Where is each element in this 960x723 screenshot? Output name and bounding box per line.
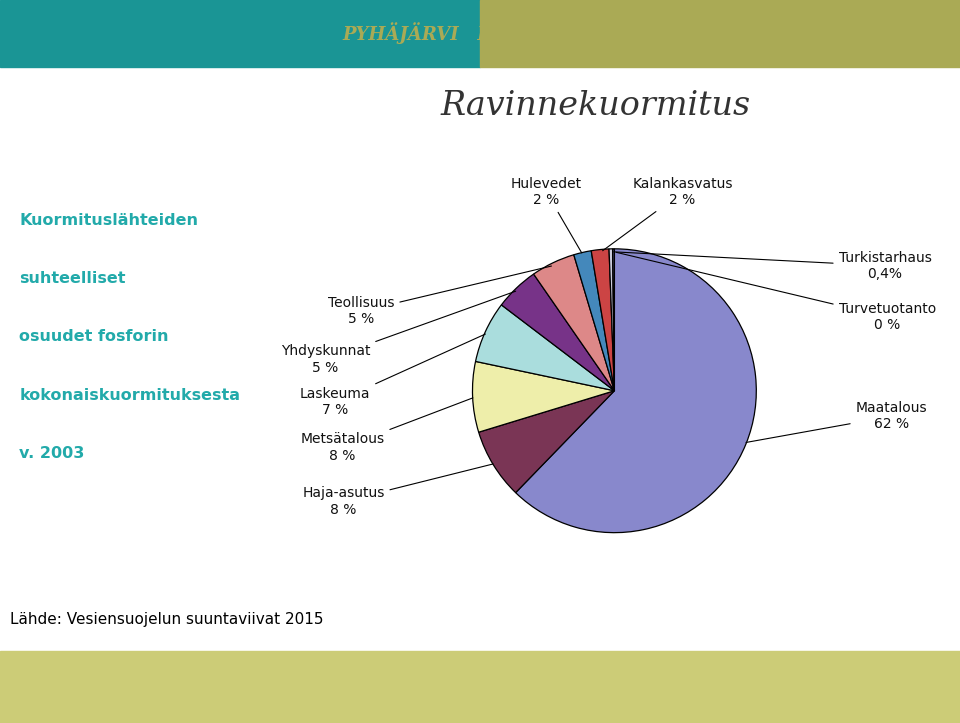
Bar	[0, 0, 480, 67]
Text: Maatalous
62 %: Maatalous 62 %	[746, 401, 927, 442]
Text: Turvetuotanto
0 %: Turvetuotanto 0 %	[616, 252, 936, 332]
Wedge shape	[516, 249, 756, 533]
Text: Teollisuus
5 %: Teollisuus 5 %	[328, 266, 551, 326]
Wedge shape	[609, 249, 614, 390]
Wedge shape	[574, 251, 614, 390]
Wedge shape	[479, 390, 614, 492]
Wedge shape	[534, 254, 614, 390]
Wedge shape	[501, 274, 614, 390]
Text: kokonaiskuormituksesta: kokonaiskuormituksesta	[19, 388, 240, 403]
Text: Kalankasvatus
2 %: Kalankasvatus 2 %	[603, 177, 732, 251]
Wedge shape	[612, 249, 614, 390]
Text: Lähde: Vesiensuojelun suuntaviivat 2015: Lähde: Vesiensuojelun suuntaviivat 2015	[10, 612, 324, 628]
Text: Yhdyskunnat
5 %: Yhdyskunnat 5 %	[281, 291, 516, 375]
Text: Hulevedet
2 %: Hulevedet 2 %	[511, 177, 582, 253]
Bar	[480, 0, 960, 67]
Text: Kuormituslähteiden: Kuormituslähteiden	[19, 213, 198, 228]
Wedge shape	[472, 362, 614, 432]
Text: Laskeuma
7 %: Laskeuma 7 %	[300, 334, 486, 417]
Text: osuudet fosforin: osuudet fosforin	[19, 330, 169, 344]
Text: Ravinnekuormitus: Ravinnekuormitus	[440, 90, 751, 122]
Text: Metsätalous
8 %: Metsätalous 8 %	[300, 398, 473, 463]
Text: Haja-asutus
8 %: Haja-asutus 8 %	[302, 464, 493, 516]
Wedge shape	[475, 305, 614, 390]
Wedge shape	[591, 249, 614, 390]
Text: v. 2003: v. 2003	[19, 446, 84, 461]
Text: suhteelliset: suhteelliset	[19, 271, 126, 286]
Text: PYHÄJÄRVI   INSTITUUTTI: PYHÄJÄRVI INSTITUUTTI	[343, 22, 617, 44]
Text: Turkistarhaus
0,4%: Turkistarhaus 0,4%	[613, 251, 931, 281]
